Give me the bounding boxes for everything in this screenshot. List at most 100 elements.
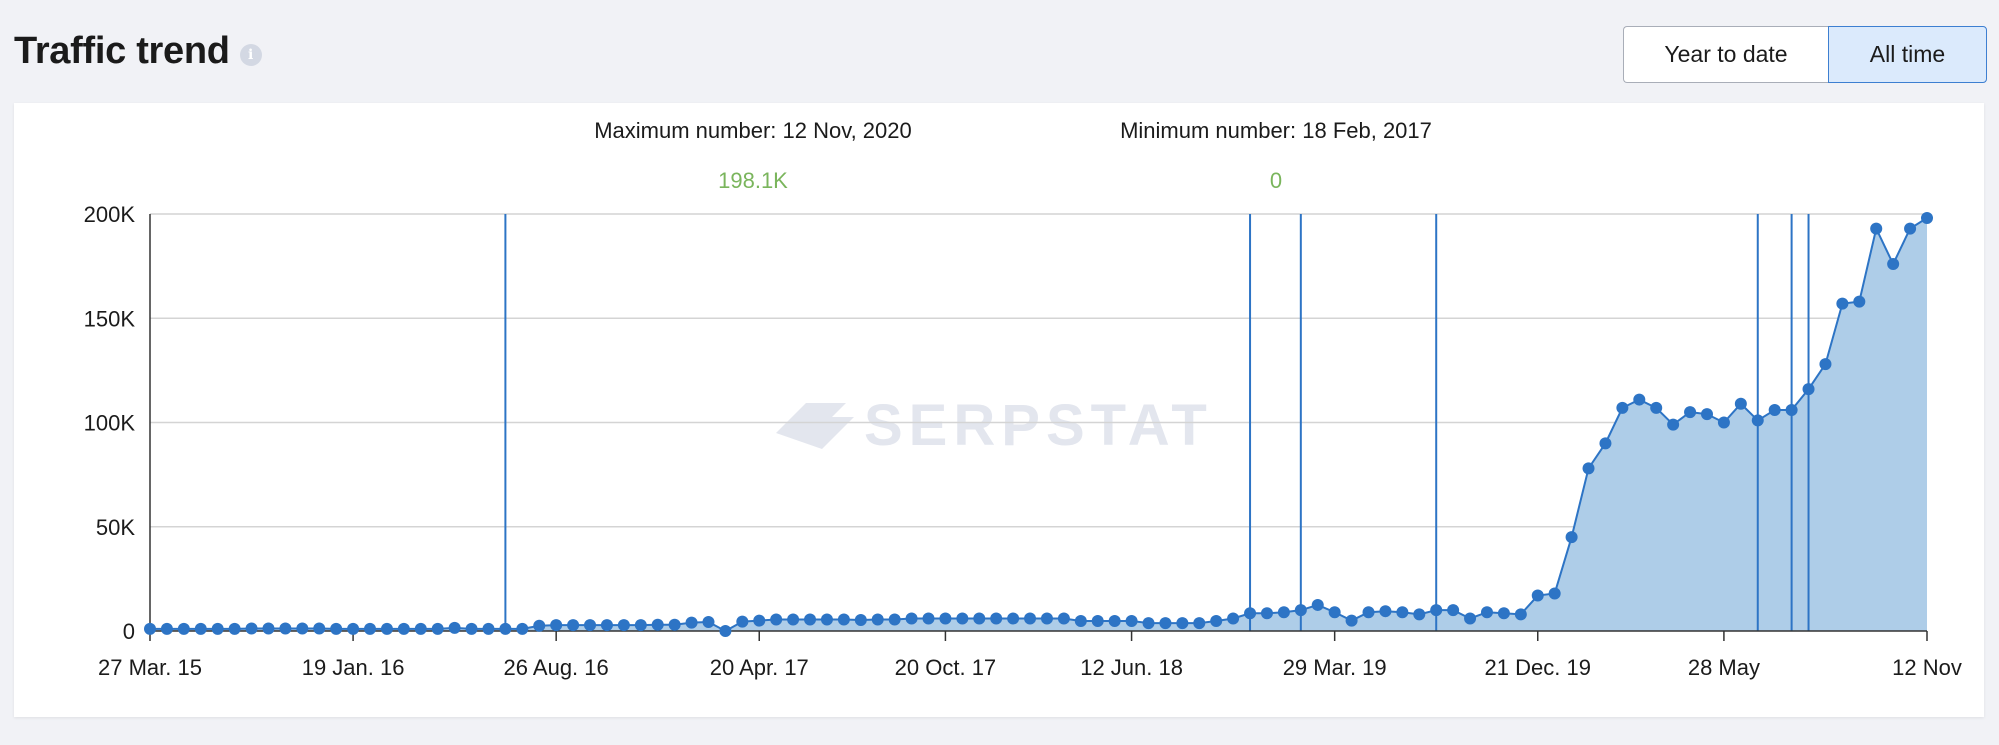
- min-label: Minimum number: 18 Feb, 2017: [1120, 118, 1432, 143]
- x-tick-label: 12 Nov: [1892, 655, 1962, 680]
- year-to-date-button[interactable]: Year to date: [1623, 26, 1828, 83]
- x-tick-label: 21 Dec. 19: [1485, 655, 1591, 680]
- data-point: [1887, 258, 1900, 271]
- data-point: [482, 622, 495, 635]
- data-point: [1870, 222, 1883, 235]
- data-point: [296, 622, 309, 635]
- data-point: [550, 619, 563, 632]
- data-point: [1650, 401, 1663, 414]
- min-value: 0: [1269, 168, 1283, 193]
- data-point: [1379, 605, 1392, 618]
- data-point: [1531, 589, 1544, 602]
- data-point: [1751, 414, 1764, 427]
- watermark-text: SERPSTAT: [864, 393, 1213, 458]
- data-point: [262, 622, 275, 635]
- data-point: [1125, 614, 1138, 627]
- data-point: [1362, 606, 1375, 619]
- data-point: [1853, 295, 1866, 308]
- data-point: [1819, 358, 1832, 371]
- data-point: [1244, 607, 1257, 620]
- info-icon[interactable]: i: [239, 43, 262, 66]
- data-point: [719, 625, 732, 637]
- data-point: [584, 619, 597, 632]
- data-point: [160, 622, 173, 635]
- data-point: [1514, 608, 1527, 621]
- data-point: [804, 613, 817, 626]
- data-point: [245, 622, 258, 635]
- data-point: [1007, 612, 1020, 625]
- y-tick-label: 200K: [84, 202, 136, 227]
- serpstat-watermark: SERPSTAT: [776, 393, 1213, 458]
- data-point: [770, 613, 783, 626]
- data-point: [600, 619, 613, 632]
- data-point: [1193, 617, 1206, 630]
- data-point: [990, 612, 1003, 625]
- x-tick-label: 27 Mar. 15: [98, 655, 202, 680]
- y-tick-label: 50K: [96, 515, 135, 540]
- data-point: [905, 612, 918, 625]
- data-point: [1277, 606, 1290, 619]
- data-point: [1802, 383, 1815, 396]
- data-point: [1785, 403, 1798, 416]
- data-point: [922, 612, 935, 625]
- data-point: [1768, 403, 1781, 416]
- data-point: [397, 622, 410, 635]
- data-point: [1057, 612, 1070, 625]
- data-point: [702, 616, 715, 629]
- x-tick-label: 20 Apr. 17: [710, 655, 809, 680]
- data-point: [1582, 462, 1595, 475]
- x-tick-label: 29 Mar. 19: [1283, 655, 1387, 680]
- data-point: [1396, 606, 1409, 619]
- min-stat: Minimum number: 18 Feb, 2017 0: [1066, 118, 1486, 194]
- data-point: [1210, 614, 1223, 627]
- data-point: [194, 622, 207, 635]
- data-point: [380, 622, 393, 635]
- serpstat-logo-icon: [776, 403, 854, 449]
- max-label: Maximum number: 12 Nov, 2020: [594, 118, 912, 143]
- data-point: [1159, 617, 1172, 630]
- data-point: [1260, 607, 1273, 620]
- data-point: [1091, 614, 1104, 627]
- x-tick-label: 20 Oct. 17: [895, 655, 997, 680]
- data-point: [1024, 612, 1037, 625]
- data-point: [516, 622, 529, 635]
- data-point: [617, 619, 630, 632]
- data-point: [177, 622, 190, 635]
- data-point: [1430, 604, 1443, 617]
- data-point: [1040, 612, 1053, 625]
- data-point: [685, 616, 698, 629]
- data-point: [1565, 531, 1578, 544]
- data-point: [1227, 612, 1240, 625]
- data-point: [736, 615, 749, 628]
- data-point: [431, 622, 444, 635]
- data-point: [211, 622, 224, 635]
- x-tick-label: 12 Jun. 18: [1080, 655, 1183, 680]
- y-tick-label: 150K: [84, 306, 136, 331]
- data-point: [651, 618, 664, 631]
- data-point: [279, 622, 292, 635]
- data-point: [1684, 406, 1697, 419]
- data-point: [1548, 587, 1561, 600]
- data-point: [347, 622, 360, 635]
- data-point: [939, 612, 952, 625]
- data-point: [1447, 604, 1460, 617]
- data-point: [787, 613, 800, 626]
- data-point: [1413, 608, 1426, 621]
- data-point: [1345, 614, 1358, 627]
- data-point: [1717, 416, 1730, 429]
- data-point: [888, 613, 901, 626]
- data-point: [1904, 222, 1917, 235]
- max-stat: Maximum number: 12 Nov, 2020 198.1K: [543, 118, 963, 194]
- data-point: [533, 619, 546, 632]
- data-point: [1921, 211, 1933, 224]
- data-point: [1108, 614, 1121, 627]
- data-point: [313, 622, 326, 635]
- max-value: 198.1K: [718, 168, 788, 193]
- data-point: [499, 622, 512, 635]
- data-point: [1497, 607, 1510, 620]
- page-title: Traffic trend: [14, 30, 230, 72]
- data-point: [956, 612, 969, 625]
- all-time-button[interactable]: All time: [1828, 26, 1987, 83]
- period-toggle: Year to date All time: [1623, 26, 1987, 83]
- data-point: [854, 613, 867, 626]
